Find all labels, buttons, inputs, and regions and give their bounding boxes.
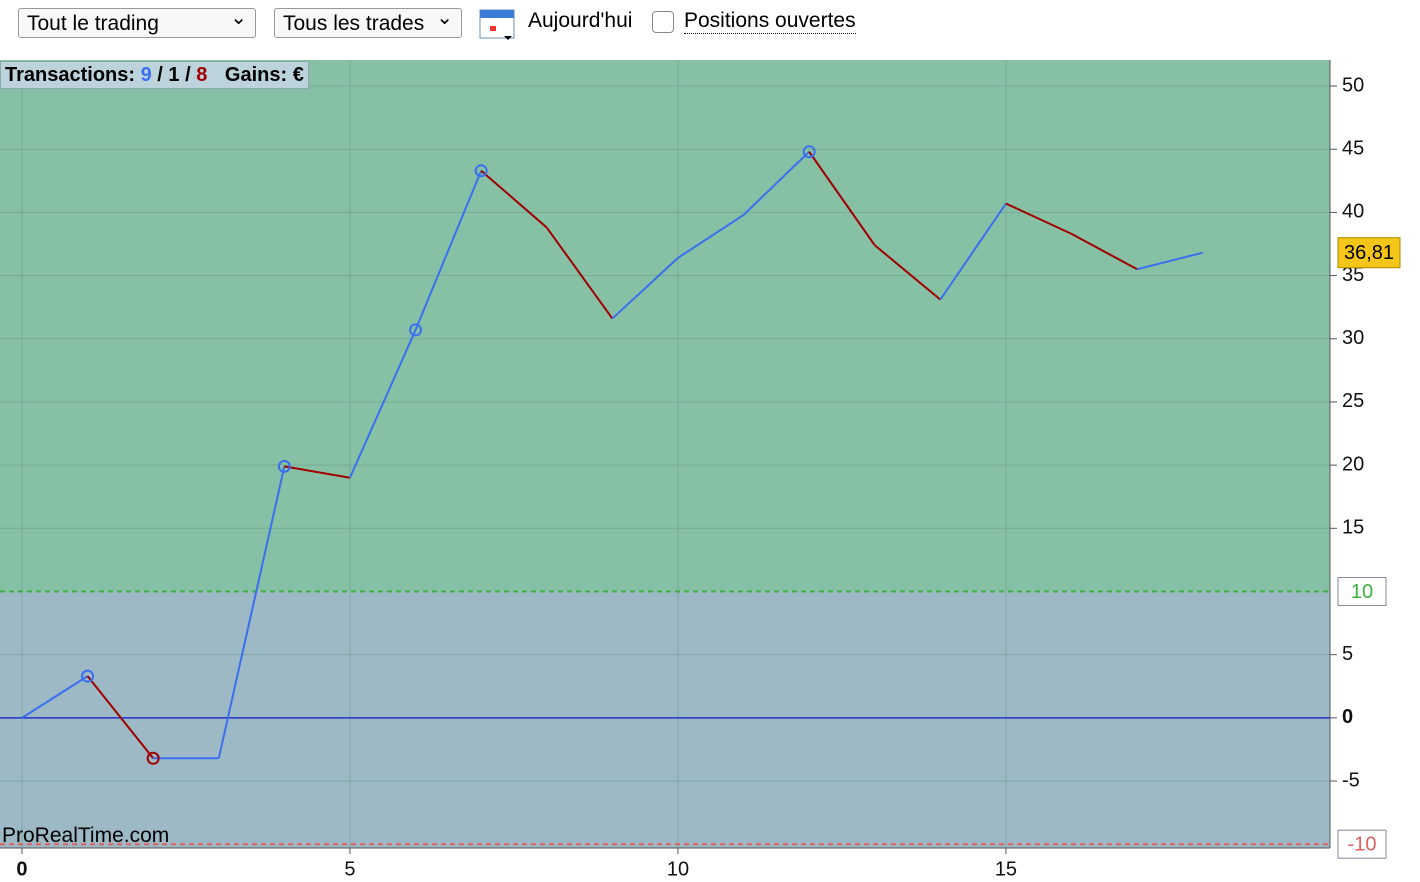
x-tick-label: 10	[667, 858, 689, 880]
line-segment	[1136, 251, 1203, 271]
calendar-day	[490, 26, 496, 31]
line-segment	[1005, 202, 1072, 235]
line-segment	[284, 465, 351, 479]
trade-marker	[81, 669, 95, 683]
line-segment	[1071, 232, 1138, 271]
winning-count: 9	[140, 64, 152, 86]
losing-count: 8	[196, 64, 208, 86]
threshold-box	[1337, 576, 1387, 606]
x-tick-label: 0	[16, 858, 27, 880]
calendar-icon[interactable]	[478, 4, 518, 42]
last-value-box	[1337, 237, 1401, 269]
threshold-label: -10	[1348, 833, 1377, 855]
checkbox[interactable]	[652, 11, 674, 33]
line-segment	[414, 170, 483, 331]
gains-label: Gains: €	[224, 64, 304, 86]
line-segment	[349, 329, 417, 479]
lower-zone	[0, 591, 1330, 848]
calendar-arrow	[504, 36, 512, 40]
open-positions-label[interactable]: Positions ouvertes	[684, 9, 856, 34]
y-tick-label: 20	[1342, 453, 1364, 475]
trades-select[interactable]: Tous les trades	[274, 3, 462, 38]
line-segment	[611, 257, 679, 320]
trade-marker	[802, 145, 816, 159]
summary-box: Transactions: 9 / 1 / 8 Gains: €	[0, 61, 309, 89]
y-tick-label: 40	[1342, 201, 1364, 223]
summary-label: Transactions:	[5, 64, 136, 86]
y-tick-label: 50	[1342, 74, 1364, 96]
separator: /	[185, 64, 191, 86]
neutral-count: 1	[168, 64, 180, 86]
line-segment	[808, 151, 876, 246]
line-segment	[742, 151, 810, 216]
trade-marker	[409, 323, 423, 337]
y-tick-label: 45	[1342, 137, 1364, 159]
y-tick-label: 25	[1342, 390, 1364, 412]
date-label[interactable]: Aujourd'hui	[528, 9, 633, 32]
line-segment	[939, 202, 1007, 301]
x-tick-label: 15	[995, 858, 1017, 880]
y-tick-label: 0	[1342, 706, 1353, 728]
threshold-box	[1337, 829, 1387, 859]
watermark: ProRealTime.com	[2, 824, 170, 847]
line-segment	[545, 226, 614, 320]
line-segment	[677, 214, 745, 259]
upper-zone	[0, 60, 1330, 592]
last-value-label: 36,81	[1344, 242, 1394, 264]
y-tick-label: 5	[1342, 643, 1353, 665]
x-tick-label: 5	[344, 858, 355, 880]
line-segment	[874, 244, 941, 301]
line-segment	[86, 675, 154, 759]
trade-marker	[277, 459, 291, 473]
line-segment	[217, 466, 286, 759]
y-tick-label: 30	[1342, 327, 1364, 349]
line-segment	[480, 169, 548, 229]
trade-marker	[474, 164, 488, 178]
threshold-label: 10	[1351, 581, 1373, 603]
y-tick-label: -5	[1342, 769, 1360, 791]
line-segment	[21, 675, 89, 719]
separator: /	[157, 64, 163, 86]
y-tick-label: 15	[1342, 517, 1364, 539]
y-tick-label: 35	[1342, 264, 1364, 286]
calendar-head	[480, 10, 514, 18]
scope-select[interactable]: Tout le trading	[18, 3, 256, 38]
trade-marker	[146, 751, 160, 765]
